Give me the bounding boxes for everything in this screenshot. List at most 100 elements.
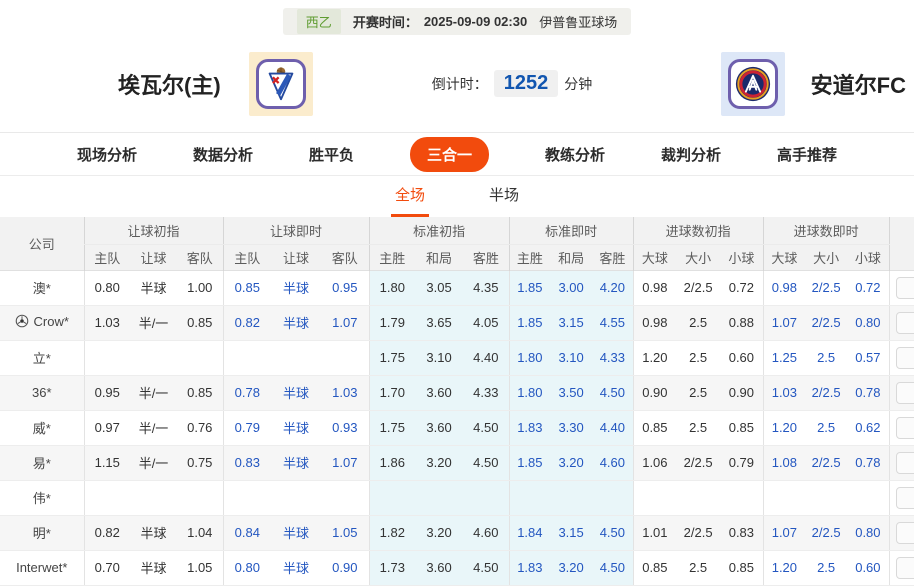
detail-button[interactable] [895,276,914,299]
detail-button[interactable] [895,346,914,369]
odds-cell: 1.80 [368,270,416,306]
odds-sub-header: 让球 [271,244,322,270]
odds-cell: 0.97 [83,410,130,446]
odds-cell: 2.5 [805,410,848,446]
odds-cell: 2.5 [805,550,848,586]
odds-cell: 0.98 [632,270,677,306]
odds-table: 公司 让球初指 让球即时 标准初指 标准即时 进球数初指 进球数即时 主队 让球 客队 主队 让球 客队… [0,217,914,586]
odds-cell: 2.5 [676,375,721,411]
odds-cell: 4.50 [592,550,634,586]
odds-sub-header: 和局 [415,244,464,270]
odds-cell: 1.80 [508,340,551,376]
home-team-name: 埃瓦尔(主) [118,72,221,98]
odds-cell: 2.5 [676,305,721,341]
league-badge: 西乙 [296,9,341,34]
odds-cell: 1.08 [762,445,806,481]
odds-cell: 0.95 [321,270,370,306]
odds-cell [321,480,370,516]
odds-cell: 半/一 [130,445,177,481]
odds-cell [222,340,272,376]
match-info-bar-wrap: 西乙 开赛时间： 2025-09-09 02:30 伊普鲁亚球场 [0,0,914,35]
odds-cell: 1.01 [632,515,677,551]
kickoff-time: 2025-09-09 02:30 [423,14,528,29]
odds-cell [177,480,224,516]
odds-group-header: 标准初指 [368,217,510,245]
detail-button[interactable] [895,311,914,334]
odds-cell: 4.40 [592,410,634,446]
odds-cell: 4.40 [463,340,510,376]
odds-cell: 1.79 [368,305,416,341]
odds-cell: 1.75 [368,410,416,446]
home-team: 埃瓦尔(主) [0,51,432,116]
odds-cell: 0.85 [177,305,224,341]
odds-cell: 1.04 [177,515,224,551]
detail-button[interactable] [895,451,914,474]
odds-cell: 0.90 [632,375,677,411]
odds-cell: 半球 [271,270,322,306]
odds-cell: 半/一 [130,375,177,411]
odds-cell: 1.07 [321,305,370,341]
odds-cell [805,480,848,516]
odds-cell [762,480,806,516]
tab-win-draw-lose[interactable]: 胜平负 [308,146,354,164]
odds-cell: 2/2.5 [676,270,721,306]
odds-cell: 0.95 [83,375,130,411]
odds-group-header: 进球数初指 [632,217,764,245]
odds-cell [415,480,464,516]
match-info-bar: 西乙 开赛时间： 2025-09-09 02:30 伊普鲁亚球场 [282,8,632,35]
odds-cell: 4.20 [592,270,634,306]
tab-data-analysis[interactable]: 数据分析 [192,146,253,164]
detail-button[interactable] [895,381,914,404]
odds-cell [463,480,510,516]
tab-live-analysis[interactable]: 现场分析 [76,146,137,164]
odds-cell: 1.73 [368,550,416,586]
odds-cell: 3.00 [550,270,593,306]
company-cell: Interwet* [0,550,84,586]
odds-cell: 3.05 [415,270,464,306]
odds-cell [847,480,890,516]
odds-cell: 半球 [130,270,177,306]
odds-cell: 4.50 [463,445,510,481]
tab-half-match[interactable]: 半场 [489,187,520,204]
odds-sub-header: 主胜 [368,244,416,270]
odds-cell: 2/2.5 [676,515,721,551]
odds-cell: 4.50 [463,410,510,446]
tab-coach-analysis[interactable]: 教练分析 [545,146,606,164]
company-name: Interwet* [16,560,68,575]
tab-three-in-one[interactable]: 三合一 [409,136,489,172]
odds-cell: 1.84 [508,515,551,551]
company-cell: 威* [0,410,84,446]
odds-cell: 3.30 [550,410,593,446]
company-name: 威* [32,421,51,436]
tab-full-match[interactable]: 全场 [390,178,429,217]
odds-cell: 1.05 [321,515,370,551]
detail-button[interactable] [895,556,914,579]
detail-button[interactable] [895,416,914,439]
odds-cell: 4.50 [592,515,634,551]
odds-cell: 0.93 [321,410,370,446]
company-cell: Crow* [0,305,84,341]
kickoff-label: 开赛时间： [352,15,418,30]
odds-cell [222,480,272,516]
odds-cell: 2/2.5 [805,515,848,551]
detail-button[interactable] [895,486,914,509]
odds-cell: 1.07 [762,305,806,341]
odds-cell [720,480,764,516]
odds-cell: 1.00 [177,270,224,306]
odds-cell: 1.83 [508,410,551,446]
more-cell [888,515,914,551]
odds-cell: 1.03 [83,305,130,341]
odds-cell: 1.07 [762,515,806,551]
odds-table-body: 澳* 0.80 半球 1.00 0.85 半球 0.95 1.80 3.05 4.35 1.85 3.… [0,270,914,586]
odds-cell: 4.33 [463,375,510,411]
odds-cell: 半球 [130,515,177,551]
odds-cell: 半球 [271,305,322,341]
detail-button[interactable] [895,521,914,544]
tab-referee-analysis[interactable]: 裁判分析 [661,146,722,164]
odds-cell: 3.10 [550,340,593,376]
odds-sub-header: 和局 [550,244,593,270]
odds-cell: 1.20 [632,340,677,376]
tab-expert-picks[interactable]: 高手推荐 [777,146,838,164]
odds-cell [508,480,551,516]
odds-cell: 4.50 [463,550,510,586]
